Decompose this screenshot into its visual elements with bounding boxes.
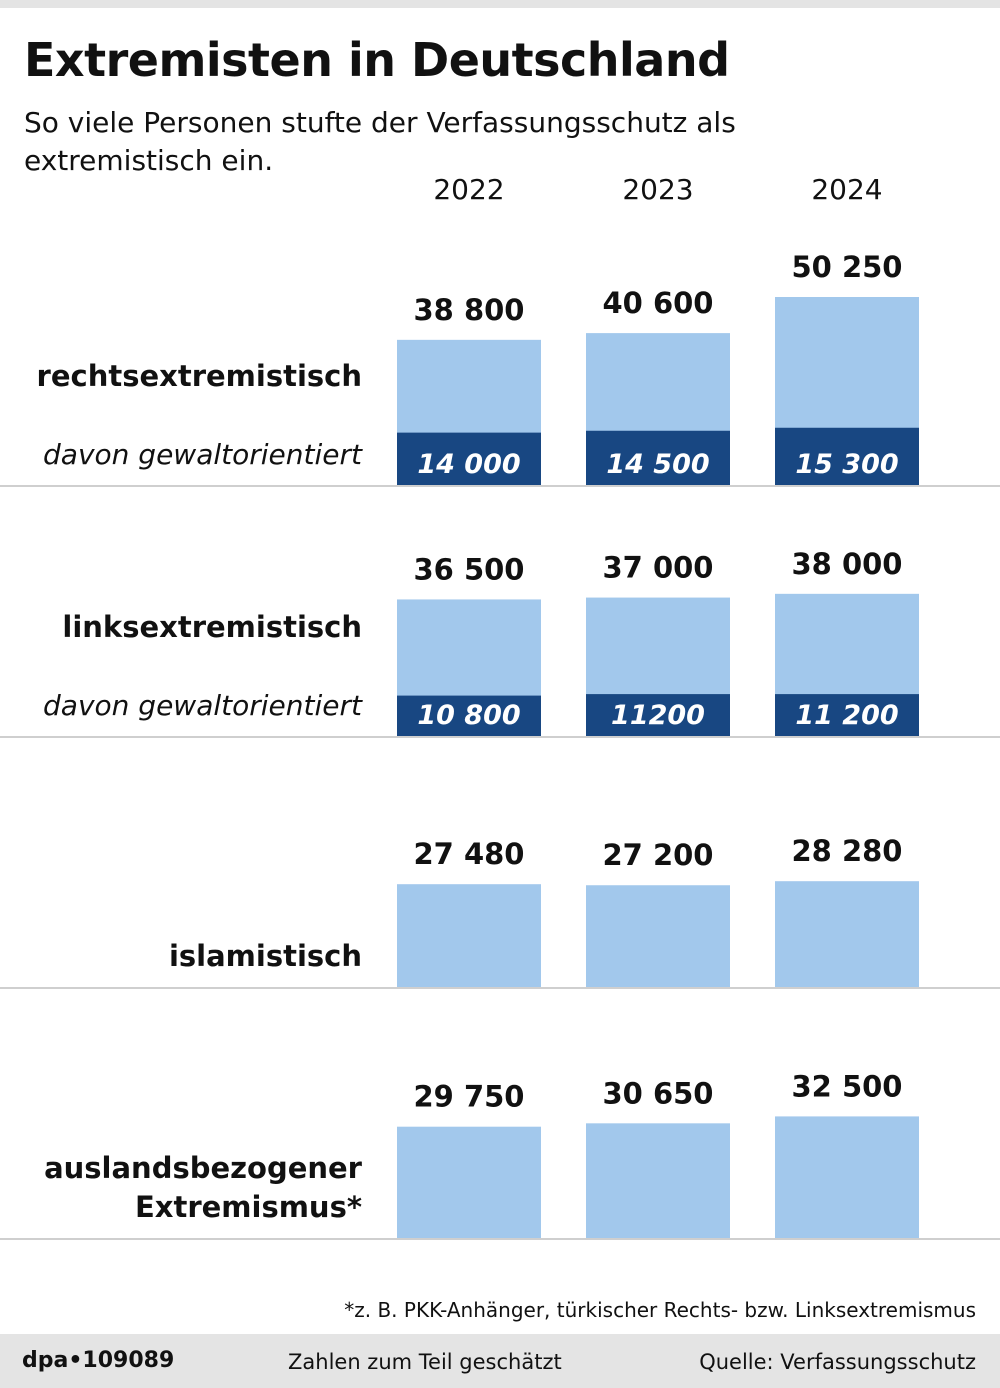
top-bar xyxy=(0,0,1000,8)
value-label-2023: 30 650 xyxy=(603,1076,714,1110)
violent-label-2022: 14 000 xyxy=(417,449,520,480)
group-sublabel: davon gewaltorientiert xyxy=(43,689,363,722)
year-label-2022: 2022 xyxy=(433,173,504,206)
value-label-2024: 28 280 xyxy=(792,834,903,868)
value-label-2023: 40 600 xyxy=(603,286,714,320)
value-label-2022: 27 480 xyxy=(414,837,525,871)
group-label-line2: Extremismus* xyxy=(135,1190,362,1224)
value-label-2024: 32 500 xyxy=(792,1069,903,1103)
bar-violent-2023 xyxy=(586,430,730,485)
group-sublabel: davon gewaltorientiert xyxy=(43,438,363,471)
value-label-2022: 29 750 xyxy=(414,1080,525,1114)
violent-label-2022: 10 800 xyxy=(417,700,520,731)
bar-violent-2023 xyxy=(586,694,730,736)
bar-total-2023 xyxy=(586,885,730,987)
value-label-2023: 37 000 xyxy=(603,551,714,585)
value-label-2022: 38 800 xyxy=(414,293,525,327)
bar-total-2024 xyxy=(775,881,919,987)
footer-bar: dpa•109089 Zahlen zum Teil geschätzt Que… xyxy=(0,1334,1000,1388)
year-label-2023: 2023 xyxy=(622,173,693,206)
violent-label-2024: 15 300 xyxy=(795,449,898,480)
bar-violent-2022 xyxy=(397,695,541,736)
violent-label-2023: 14 500 xyxy=(606,449,709,480)
value-label-2023: 27 200 xyxy=(603,838,714,872)
bar-violent-2024 xyxy=(775,694,919,736)
group-label-line1: auslandsbezogener xyxy=(44,1151,363,1185)
violent-label-2024: 11 200 xyxy=(795,700,898,731)
source-credit: Quelle: Verfassungsschutz xyxy=(699,1350,976,1374)
value-label-2022: 36 500 xyxy=(414,552,525,586)
bar-violent-2024 xyxy=(775,427,919,485)
bar-total-2023 xyxy=(586,1123,730,1238)
violent-label-2023: 11200 xyxy=(611,700,705,731)
value-label-2024: 38 000 xyxy=(792,547,903,581)
group-label: linksextremistisch xyxy=(62,610,362,644)
footer-note: Zahlen zum Teil geschätzt xyxy=(288,1350,562,1374)
bar-violent-2022 xyxy=(397,432,541,485)
year-label-2024: 2024 xyxy=(811,173,882,206)
chart-subtitle: So viele Personen stufte der Verfassungs… xyxy=(24,106,736,177)
bar-total-2024 xyxy=(775,1116,919,1238)
dpa-logo: dpa•109089 xyxy=(22,1348,175,1373)
group-label: rechtsextremistisch xyxy=(37,359,362,393)
footnote: *z. B. PKK-Anhänger, türkischer Rechts- … xyxy=(344,1298,976,1322)
value-label-2024: 50 250 xyxy=(792,250,903,284)
bar-total-2022 xyxy=(397,884,541,987)
bar-chart: 2022 2023 2024 rechtsextremistisch davon gew… xyxy=(0,173,1000,1240)
chart-title: Extremisten in Deutschland xyxy=(24,33,730,87)
bar-total-2022 xyxy=(397,1126,541,1238)
group-label: islamistisch xyxy=(169,939,362,973)
